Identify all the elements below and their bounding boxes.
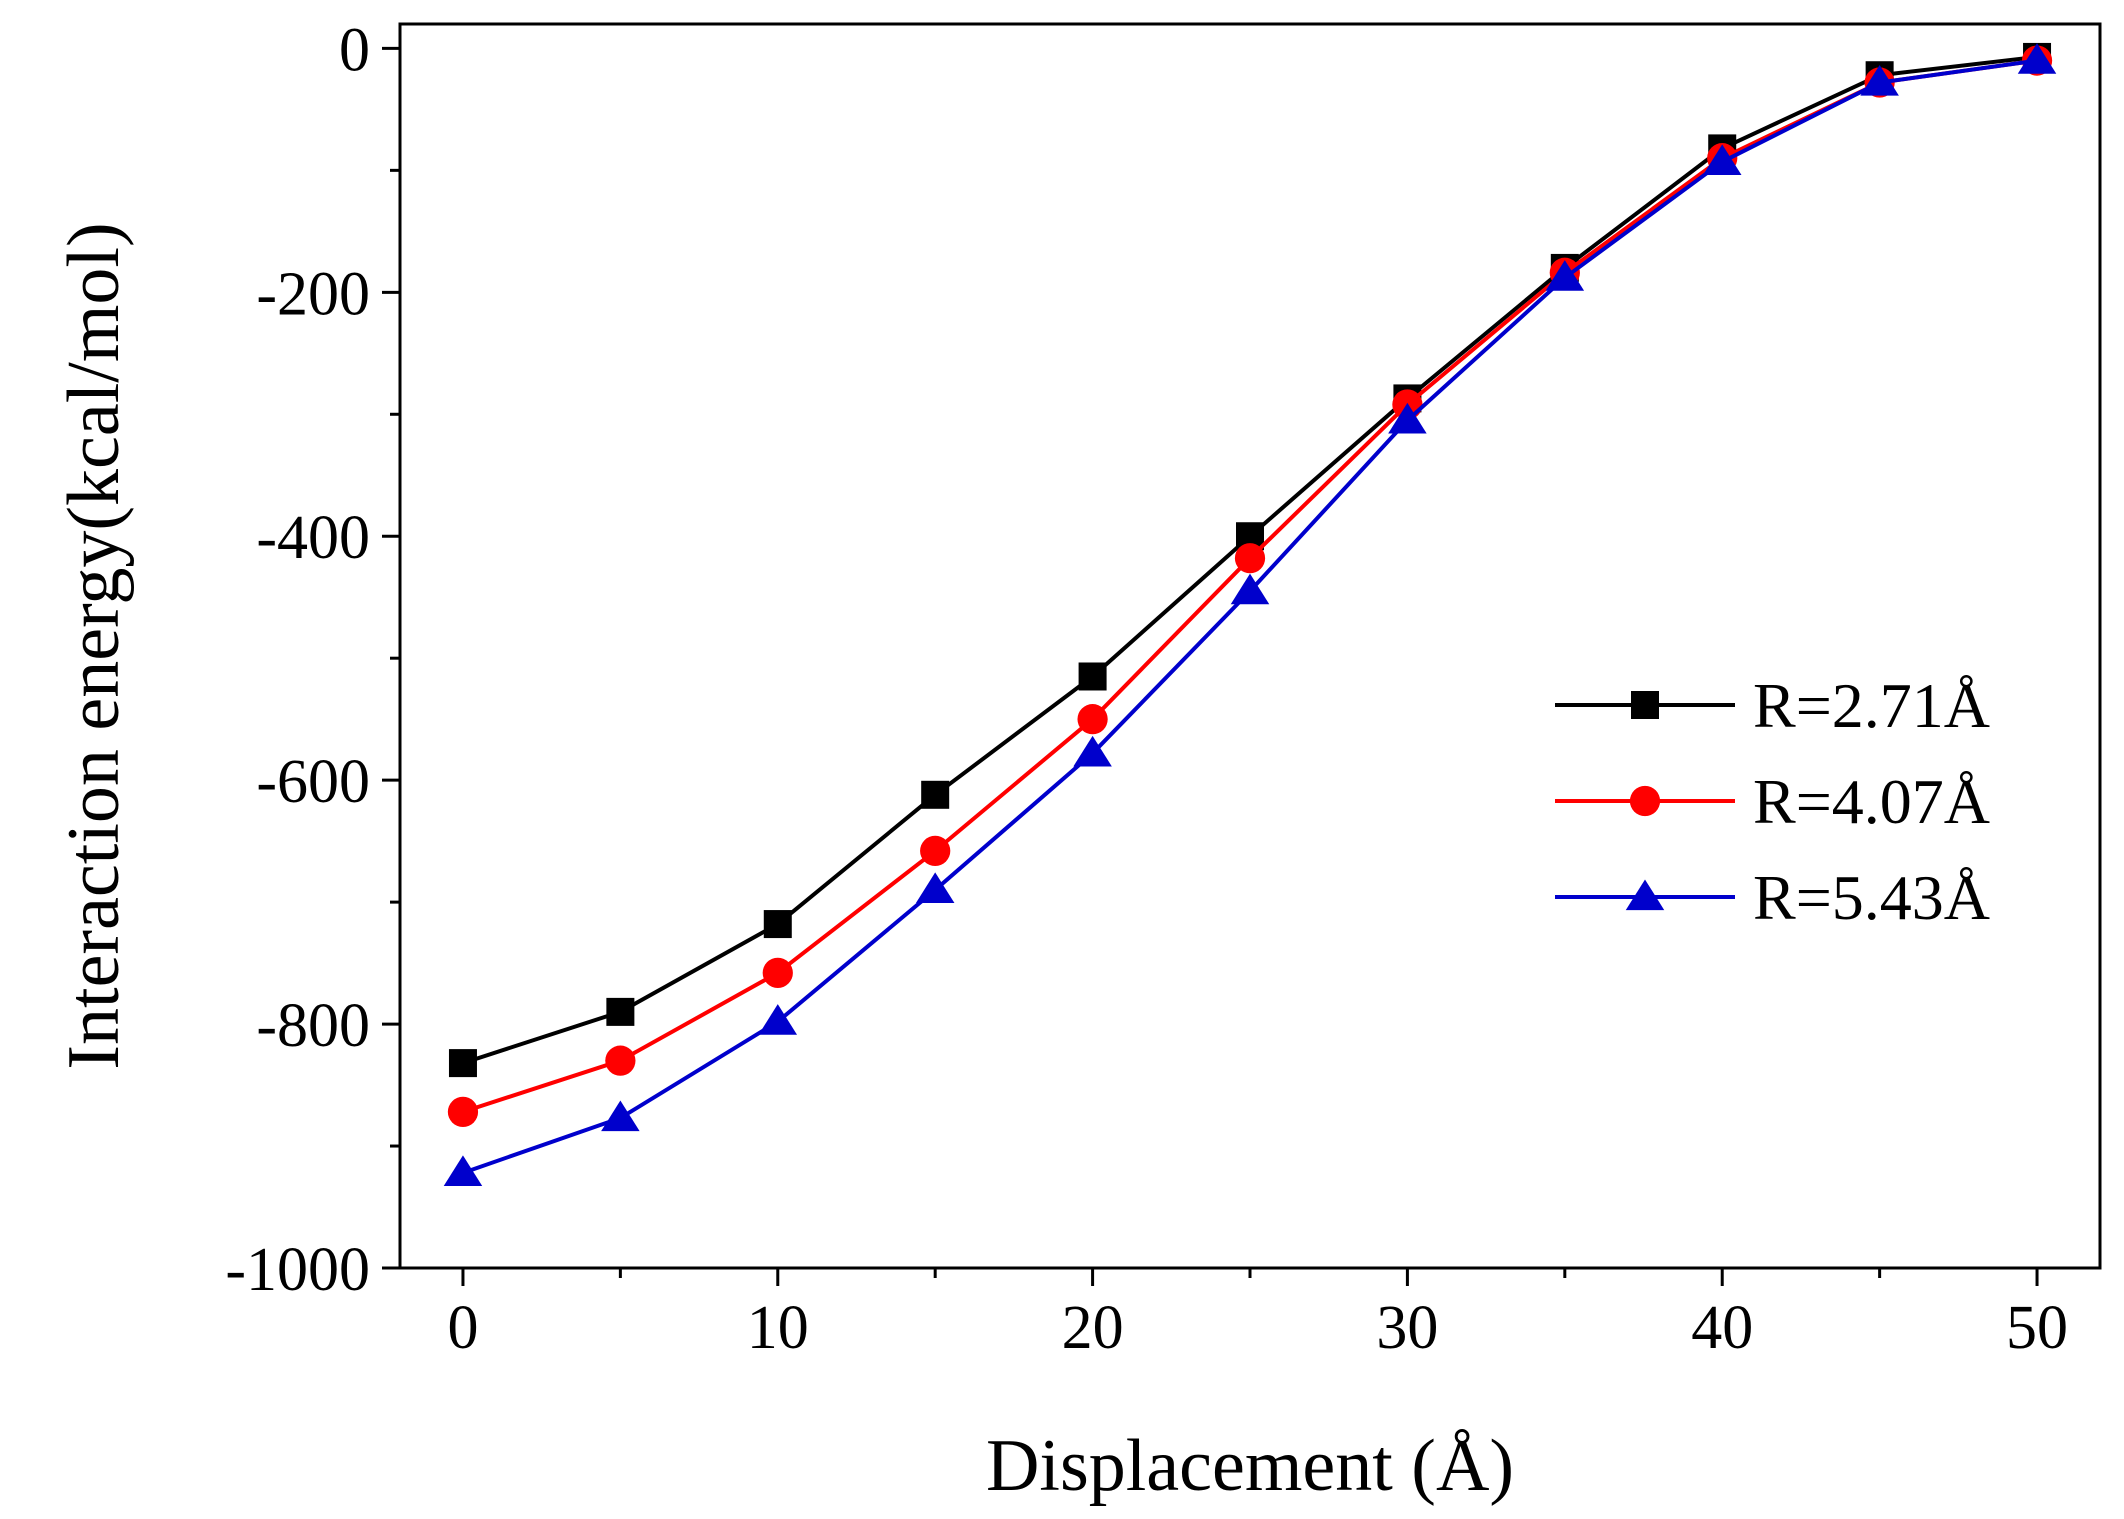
data-point bbox=[601, 1100, 640, 1132]
plot-frame bbox=[398, 22, 2102, 1270]
x-tick-label: 10 bbox=[747, 1294, 809, 1362]
data-point bbox=[763, 910, 792, 939]
x-tick-label: 50 bbox=[2006, 1294, 2068, 1362]
data-point bbox=[606, 997, 635, 1026]
data-point bbox=[1388, 402, 1427, 434]
data-point bbox=[920, 835, 951, 867]
legend-item-1: R=2.71Å bbox=[1555, 670, 1990, 741]
y-tick-label: -600 bbox=[256, 748, 370, 816]
legend-label: R=5.43Å bbox=[1753, 862, 1990, 933]
data-point bbox=[1230, 573, 1270, 605]
legend-marker bbox=[1631, 691, 1659, 719]
legend-label: R=2.71Å bbox=[1753, 670, 1990, 741]
data-point bbox=[1073, 735, 1112, 767]
data-point bbox=[448, 1049, 477, 1078]
data-point bbox=[758, 1004, 798, 1035]
y-tick-label: -400 bbox=[256, 504, 370, 572]
data-point bbox=[1234, 543, 1266, 574]
data-point bbox=[762, 957, 793, 988]
series-line bbox=[462, 58, 2038, 1175]
data-point bbox=[915, 872, 955, 904]
legend-item-3: R=5.43Å bbox=[1555, 862, 1990, 933]
series-layer bbox=[443, 42, 2057, 1186]
x-tick-label: 40 bbox=[1691, 1294, 1753, 1362]
legend: R=2.71Å R=4.07Å R=5.43Å bbox=[1555, 670, 1990, 933]
y-tick-label: -1000 bbox=[225, 1236, 370, 1304]
x-tick-label: 0 bbox=[447, 1294, 478, 1362]
x-axis-title: Displacement (Å) bbox=[986, 1425, 1514, 1507]
series-3 bbox=[443, 43, 2057, 1186]
legend-marker bbox=[1625, 879, 1665, 911]
data-point bbox=[1077, 704, 1108, 735]
x-tick-label: 20 bbox=[1062, 1294, 1124, 1362]
data-point bbox=[1078, 662, 1107, 691]
legend-marker bbox=[1629, 785, 1661, 817]
data-point bbox=[2017, 43, 2057, 74]
x-tick-label: 30 bbox=[1376, 1294, 1438, 1362]
ticks-layer: 0 10 20 30 40 50 0 -200 -400 -600 -800 -1000 bbox=[225, 16, 2068, 1362]
data-point bbox=[1545, 260, 1585, 291]
data-point bbox=[1860, 65, 1899, 96]
data-point bbox=[605, 1045, 636, 1076]
y-tick-label: -200 bbox=[256, 260, 370, 328]
data-point bbox=[921, 780, 950, 809]
data-point bbox=[447, 1096, 479, 1128]
y-axis-title: Interaction energy(kcal/mol) bbox=[53, 222, 135, 1069]
data-point bbox=[1702, 144, 1742, 175]
legend-label: R=4.07Å bbox=[1753, 766, 1990, 837]
y-tick-label: -800 bbox=[256, 992, 370, 1060]
y-tick-label: 0 bbox=[339, 16, 370, 84]
legend-item-2: R=4.07Å bbox=[1555, 766, 1990, 837]
data-point bbox=[443, 1155, 483, 1186]
